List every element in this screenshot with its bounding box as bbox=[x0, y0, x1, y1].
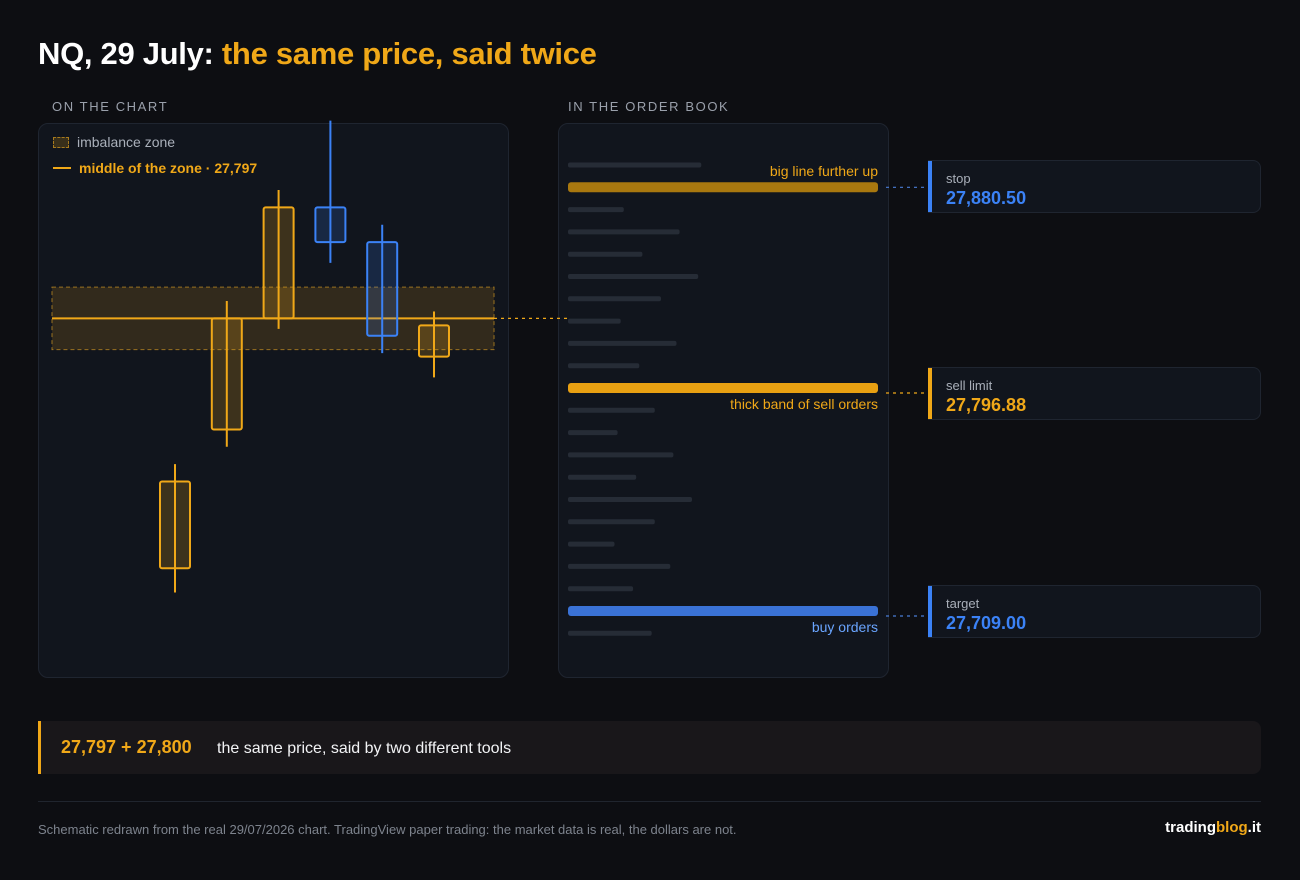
brand-logo[interactable]: tradingblog.it bbox=[1165, 819, 1261, 836]
brand-part-tld: .it bbox=[1247, 819, 1261, 836]
book-row-bar bbox=[568, 207, 624, 213]
book-row-bar bbox=[568, 363, 640, 369]
order-type: target bbox=[946, 596, 980, 611]
book-row-bar bbox=[568, 519, 655, 525]
candle-body bbox=[314, 206, 347, 244]
summary-callout: 27,797 + 27,800 the same price, said by … bbox=[38, 721, 1261, 774]
book-row-bar bbox=[568, 541, 615, 547]
section-label-book: IN THE ORDER BOOK bbox=[568, 99, 730, 114]
brand-part-trading: trading bbox=[1165, 819, 1216, 836]
book-row-bar bbox=[568, 630, 652, 636]
order-type: sell limit bbox=[946, 378, 993, 393]
order-book-panel: big line further up thick band of sell o… bbox=[558, 123, 889, 678]
midline-swatch bbox=[53, 167, 71, 169]
book-row-bar bbox=[568, 229, 680, 235]
summary-accent-bar bbox=[38, 721, 41, 774]
book-row-bar bbox=[568, 586, 634, 592]
chart-panel: imbalance zone middle of the zone · 27,7… bbox=[38, 123, 509, 678]
book-row-bar-sell bbox=[568, 383, 878, 393]
order-price: 27,880.50 bbox=[946, 188, 1027, 208]
book-row-bar bbox=[568, 318, 621, 324]
order-type: stop bbox=[946, 171, 971, 186]
summary-key: 27,797 + 27,800 bbox=[61, 737, 192, 757]
book-row-bar bbox=[568, 274, 699, 279]
book-row-bar bbox=[568, 340, 677, 346]
book-row-bar bbox=[568, 430, 618, 436]
legend-zone-label: imbalance zone bbox=[77, 134, 176, 150]
candle-body bbox=[262, 206, 295, 320]
order-card-stop: stop 27,880.50 bbox=[928, 160, 1261, 213]
candle-body bbox=[159, 480, 191, 570]
summary-text: the same price, said by two different to… bbox=[217, 740, 512, 757]
order-card-target: target 27,709.00 bbox=[928, 585, 1261, 638]
title-main: NQ, 29 July: bbox=[38, 36, 214, 71]
order-accent-bar bbox=[928, 368, 932, 419]
page-title: NQ, 29 July: the same price, said twice bbox=[38, 36, 597, 72]
book-row-bar bbox=[568, 452, 674, 458]
order-accent-bar bbox=[928, 586, 932, 637]
candle-body bbox=[366, 241, 399, 337]
candle-body bbox=[418, 324, 450, 358]
book-row-bar bbox=[568, 563, 671, 569]
order-card-sell-limit: sell limit 27,796.88 bbox=[928, 367, 1261, 420]
order-accent-bar bbox=[928, 161, 932, 212]
legend-imbalance-zone: imbalance zone bbox=[53, 134, 175, 150]
book-row-bar bbox=[568, 162, 702, 168]
legend-midline: middle of the zone · 27,797 bbox=[53, 160, 257, 176]
book-label-big-line: big line further up bbox=[769, 163, 878, 179]
book-row-bar bbox=[568, 296, 661, 302]
book-label-sell-band: thick band of sell orders bbox=[730, 396, 878, 412]
title-accent: the same price, said twice bbox=[221, 36, 597, 71]
order-price: 27,709.00 bbox=[946, 613, 1027, 633]
brand-part-blog: blog bbox=[1216, 819, 1248, 836]
book-row-bar bbox=[568, 474, 637, 480]
order-price: 27,796.88 bbox=[946, 395, 1027, 415]
footer-divider bbox=[38, 801, 1261, 802]
book-row-bar bbox=[568, 251, 643, 257]
book-label-buy-orders: buy orders bbox=[811, 619, 878, 635]
footnote: Schematic redrawn from the real 29/07/20… bbox=[38, 822, 737, 837]
candle-body bbox=[210, 317, 243, 431]
book-row-bar-big bbox=[568, 182, 878, 193]
book-row-bar bbox=[568, 407, 655, 413]
zone-swatch bbox=[53, 137, 69, 148]
book-row-bar-buy bbox=[568, 606, 878, 616]
legend-midline-label: middle of the zone · 27,797 bbox=[79, 160, 258, 176]
section-label-chart: ON THE CHART bbox=[52, 99, 169, 114]
book-row-bar bbox=[568, 497, 692, 502]
